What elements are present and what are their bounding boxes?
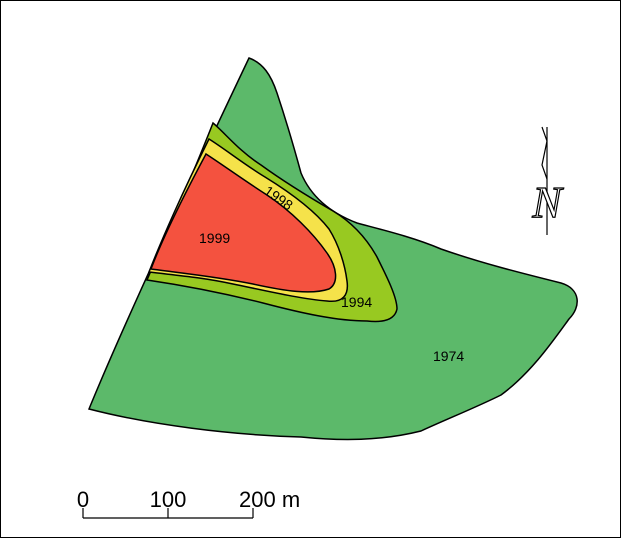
label-1999: 1999	[199, 230, 230, 246]
zone-1999	[149, 152, 337, 293]
scale-tick-0: 0	[77, 487, 89, 512]
label-1974: 1974	[433, 348, 464, 364]
scale-bar: 0 100 200 m	[77, 487, 300, 519]
scale-tick-100: 100	[150, 487, 187, 512]
north-arrow-icon: N	[531, 126, 565, 235]
label-1994: 1994	[341, 294, 372, 310]
scale-tick-200: 200 m	[239, 487, 300, 512]
north-label: N	[531, 178, 564, 227]
